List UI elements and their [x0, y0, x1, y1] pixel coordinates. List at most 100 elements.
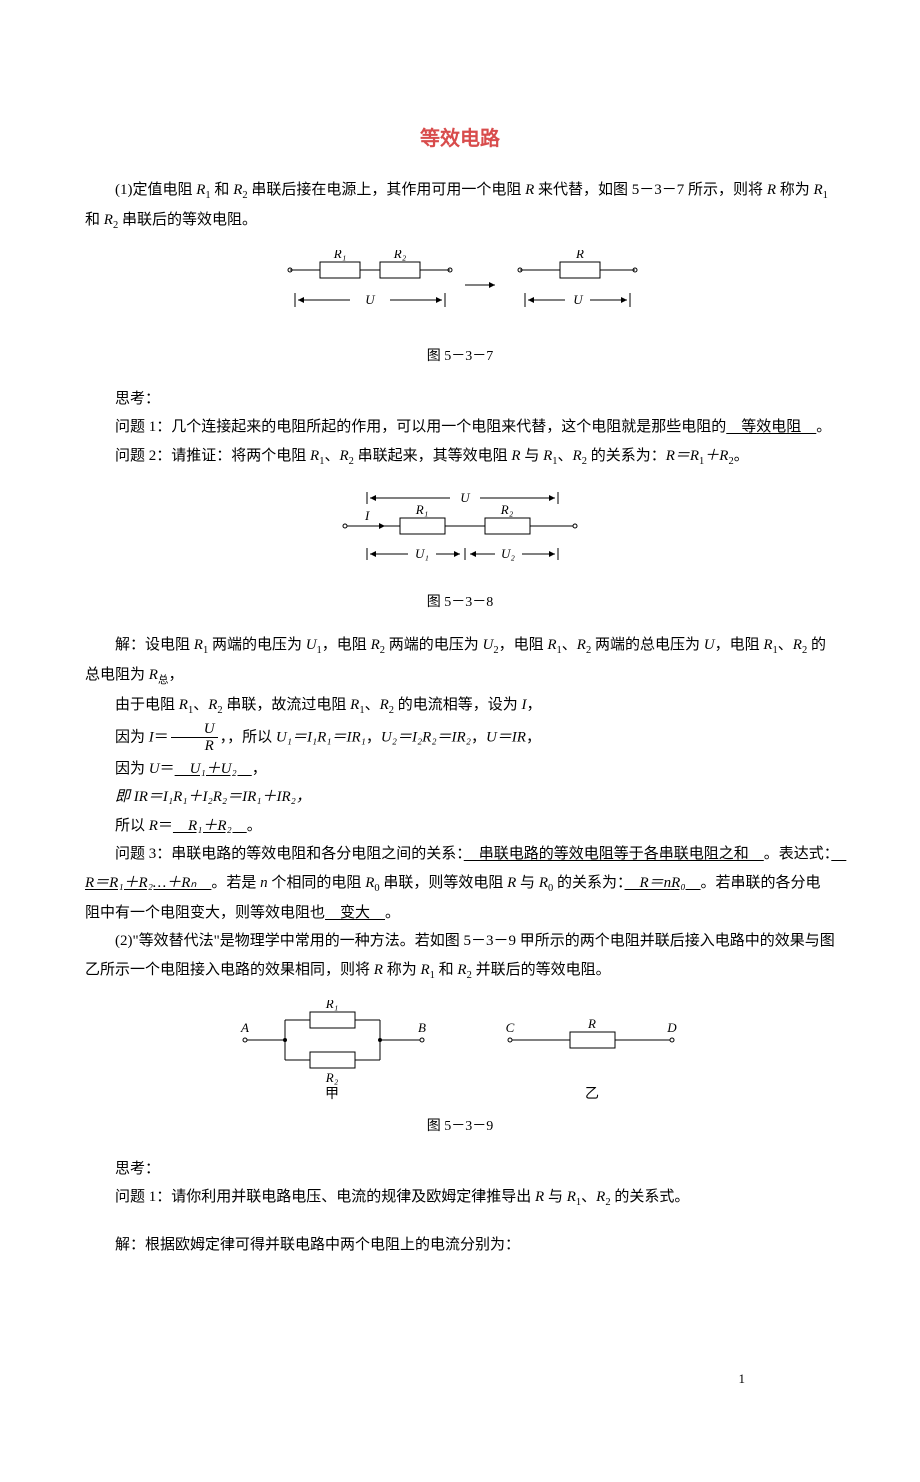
text: 串联后接在电源上，其作用可用一个电阻: [248, 182, 526, 198]
var-r2: R: [233, 182, 242, 198]
part2-intro: (2)"等效替代法"是物理学中常用的一种方法。若如图 5－3－9 甲所示的两个电…: [85, 927, 835, 985]
text: 因为: [115, 729, 149, 745]
page-number: 1: [739, 1367, 746, 1392]
text: 、: [778, 637, 793, 653]
eq: U＝IR: [486, 729, 526, 745]
var: U: [483, 637, 494, 653]
text: 串联起来，其等效电阻: [354, 448, 512, 464]
text: 的关系为：: [587, 448, 666, 464]
text: 称为: [383, 962, 421, 978]
eq: R＝R: [666, 448, 699, 464]
text: 来代替，如图 5－3－7 所示，则将: [534, 182, 767, 198]
text: 并联后的等效电阻。: [472, 962, 611, 978]
sub: 总: [158, 675, 169, 686]
question-2: 问题 2：请推证：将两个电阻 R1、R2 串联起来，其等效电阻 R 与 R1、R…: [85, 442, 835, 472]
svg-text:甲: 甲: [325, 1087, 339, 1100]
svg-text:C: C: [506, 1020, 515, 1035]
text: 与: [544, 1189, 567, 1205]
eq: 即 IR＝I₁R₁＋I₂R₂＝IR₁＋IR₂，: [115, 789, 311, 805]
svg-text:R₁: R₁: [415, 502, 428, 517]
var-r: R: [525, 182, 534, 198]
var: R: [365, 875, 374, 891]
svg-text:U₁: U₁: [415, 546, 429, 561]
text: 。: [247, 818, 262, 834]
text: 的关系为：: [553, 875, 624, 891]
solution-line6: 所以 R＝ R₁＋R₂ 。: [85, 812, 835, 841]
svg-text:U₂: U₂: [501, 546, 515, 561]
eq: U₂＝I₂R₂＝IR₂: [381, 729, 471, 745]
solution-line4: 因为 U＝ U₁＋U₂ ，: [85, 755, 835, 784]
figure-caption: 图 5－3－8: [85, 590, 835, 617]
svg-text:U: U: [460, 490, 471, 505]
text: 。: [385, 905, 400, 921]
text: ，电阻: [322, 637, 371, 653]
text: 。: [734, 448, 749, 464]
text: 、: [562, 637, 577, 653]
svg-text:R₂: R₂: [325, 1070, 339, 1085]
text: 两端的电压为: [385, 637, 483, 653]
text: 的电流相等，设为: [394, 697, 522, 713]
circuit-diagram-series-detail: U I R₁ R₂ U₁ U₂: [330, 486, 590, 576]
circuit-diagram-parallel: A R₁ R₂ B 甲 C R D 乙: [230, 1000, 690, 1100]
answer-blank: U₁＋U₂: [175, 761, 252, 777]
figure-caption: 图 5－3－7: [85, 344, 835, 371]
text: ＝: [158, 818, 173, 834]
text: 。表达式：: [764, 846, 832, 862]
svg-text:B: B: [418, 1020, 426, 1035]
figure-caption: 图 5－3－9: [85, 1114, 835, 1141]
circuit-diagram-series: R₁ R₂ U R U: [280, 250, 640, 330]
text: 。若是: [211, 875, 260, 891]
text: 与: [516, 875, 539, 891]
text: 由于电阻: [115, 697, 179, 713]
text: 串联，故流过电阻: [223, 697, 351, 713]
intro-para: (1)定值电阻 R1 和 R2 串联后接在电源上，其作用可用一个电阻 R 来代替…: [85, 176, 835, 236]
text: 串联后的等效电阻。: [118, 212, 257, 228]
text: 两端的电压为: [208, 637, 306, 653]
figure-5-3-7: R₁ R₂ U R U 图 5－3－7: [85, 250, 835, 371]
answer-blank: 等效电阻: [726, 419, 816, 435]
svg-text:R₁: R₁: [325, 1000, 338, 1011]
think-label: 思考：: [85, 385, 835, 414]
var-r1: R: [814, 182, 823, 198]
label-r1: R₁: [333, 250, 346, 261]
var: R: [149, 667, 158, 683]
eq: ＋R: [704, 448, 728, 464]
label-u: U: [365, 292, 376, 307]
svg-text:乙: 乙: [585, 1086, 599, 1100]
text: 问题 1：请你利用并联电路电压、电流的规律及欧姆定律推导出: [115, 1189, 535, 1205]
text: 个相同的电阻: [268, 875, 366, 891]
text: 、: [581, 1189, 596, 1205]
text: 解：设电阻: [115, 637, 194, 653]
text: 因为: [115, 761, 149, 777]
answer-blank: 串联电路的等效电阻等于各串联电阻之和: [464, 846, 764, 862]
var-r: R: [767, 182, 776, 198]
solution-line5: 即 IR＝I₁R₁＋I₂R₂＝IR₁＋IR₂，: [85, 783, 835, 812]
question-1: 问题 1：几个连接起来的电阻所起的作用，可以用一个电阻来代替，这个电阻就是那些电…: [85, 413, 835, 442]
solution-2: 解：根据欧姆定律可得并联电路中两个电阻上的电流分别为：: [85, 1231, 835, 1260]
text: 和: [211, 182, 234, 198]
text: 问题 2：请推证：将两个电阻: [115, 448, 310, 464]
text: ，电阻: [499, 637, 548, 653]
solution-line1: 解：设电阻 R1 两端的电压为 U1，电阻 R2 两端的电压为 U2，电阻 R1…: [85, 631, 835, 691]
page: 等效电路 (1)定值电阻 R1 和 R2 串联后接在电源上，其作用可用一个电阻 …: [85, 120, 835, 1422]
label-r2: R₂: [393, 250, 407, 261]
eq: U₁＝I₁R₁＝IR₁: [276, 729, 366, 745]
text: 和: [85, 212, 104, 228]
text: 所以: [115, 818, 149, 834]
text: ＝: [160, 761, 175, 777]
figure-5-3-9: A R₁ R₂ B 甲 C R D 乙 图 5－3－9: [85, 1000, 835, 1141]
text: (1)定值电阻: [115, 182, 196, 198]
text: 问题 3：串联电路的等效电阻和各分电阻之间的关系：: [115, 846, 464, 862]
svg-text:I: I: [364, 508, 370, 523]
svg-text:A: A: [240, 1020, 249, 1035]
label-u: U: [573, 292, 584, 307]
text: 。: [816, 419, 831, 435]
answer-blank: R₁＋R₂: [173, 818, 247, 834]
svg-text:D: D: [666, 1020, 677, 1035]
text: 与: [521, 448, 544, 464]
svg-text:R₂: R₂: [500, 502, 514, 517]
text: 问题 1：几个连接起来的电阻所起的作用，可以用一个电阻来代替，这个电阻就是那些电…: [115, 419, 726, 435]
page-title: 等效电路: [85, 120, 835, 158]
question-1b: 问题 1：请你利用并联电路电压、电流的规律及欧姆定律推导出 R 与 R1、R2 …: [85, 1183, 835, 1213]
question-3: 问题 3：串联电路的等效电阻和各分电阻之间的关系： 串联电路的等效电阻等于各串联…: [85, 840, 835, 927]
